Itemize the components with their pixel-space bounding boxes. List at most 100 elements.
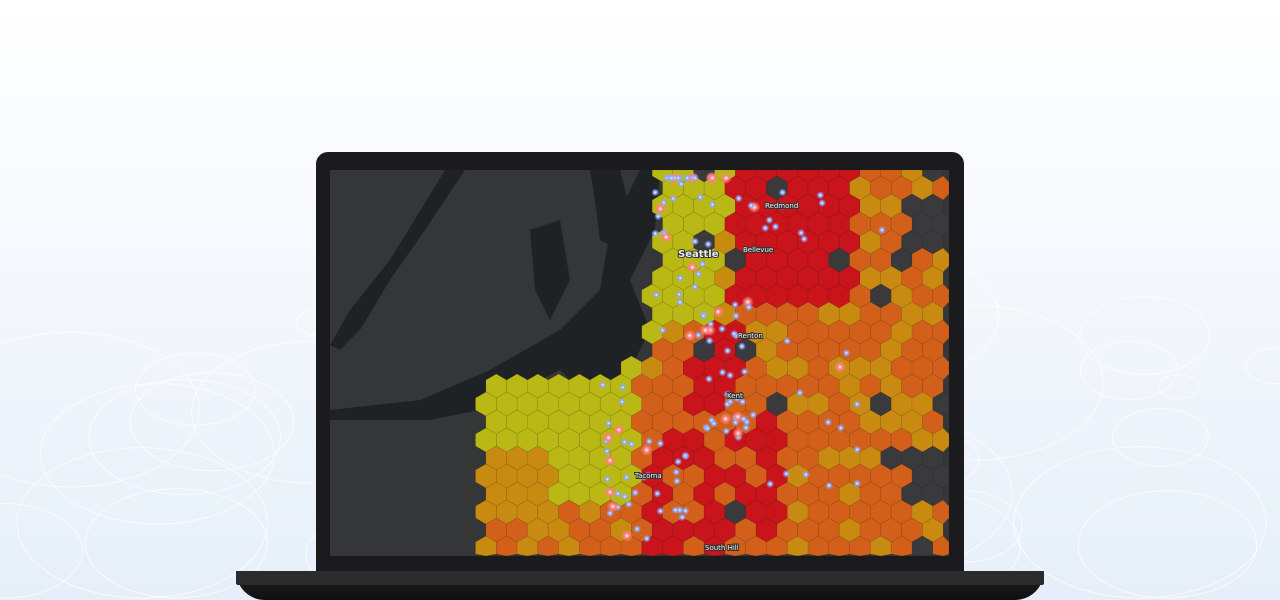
data-point	[771, 222, 780, 231]
data-point	[825, 481, 834, 490]
data-point	[731, 300, 740, 309]
hotspot-point	[640, 444, 653, 457]
data-point	[604, 419, 613, 428]
contour-line	[1077, 490, 1258, 599]
data-point	[744, 303, 753, 312]
data-point	[718, 324, 727, 333]
water-body	[330, 170, 660, 420]
contour-line	[0, 331, 200, 488]
contour-line	[1245, 347, 1280, 385]
data-point	[836, 423, 845, 432]
hotspot-point	[834, 361, 847, 374]
hotspot-point	[720, 172, 733, 184]
data-point	[631, 488, 640, 497]
points-layer	[598, 172, 886, 543]
data-point	[877, 225, 886, 234]
data-point	[633, 524, 642, 533]
data-point	[618, 383, 627, 392]
laptop-base-edge	[236, 571, 1044, 585]
data-point	[842, 348, 851, 357]
data-point	[694, 269, 703, 278]
contour-line	[129, 372, 295, 472]
data-point	[671, 506, 680, 515]
data-point	[706, 320, 715, 329]
data-point	[853, 479, 862, 488]
contour-line	[1111, 408, 1209, 467]
contour-line	[84, 488, 269, 599]
data-point	[678, 513, 687, 522]
data-point	[734, 194, 743, 203]
data-point	[652, 290, 661, 299]
contour-line	[88, 379, 282, 496]
city-labels: Seattle Redmond Bellevue Renton Kent Tac…	[633, 201, 799, 553]
hotspot-point	[712, 305, 725, 318]
data-point	[698, 260, 707, 269]
data-point	[696, 193, 705, 202]
data-point	[642, 534, 651, 543]
data-point	[853, 445, 862, 454]
data-point	[761, 224, 770, 233]
data-point	[654, 212, 663, 221]
data-point	[676, 274, 685, 283]
data-point	[740, 367, 749, 376]
data-point	[674, 174, 683, 182]
contour-line	[1080, 340, 1179, 401]
hotspot-point	[604, 486, 617, 499]
contour-line	[1079, 296, 1211, 375]
data-point	[618, 397, 627, 406]
data-point	[613, 489, 622, 498]
data-point	[733, 394, 742, 403]
data-point	[723, 390, 732, 399]
water-body	[530, 220, 570, 320]
data-point	[620, 438, 629, 447]
data-point	[778, 188, 787, 197]
data-point	[602, 447, 611, 456]
data-point	[742, 423, 751, 432]
data-point	[723, 400, 732, 409]
data-point	[681, 451, 690, 460]
hotspot-point	[620, 529, 633, 542]
data-point	[620, 492, 629, 501]
label-bellevue: Bellevue	[743, 246, 773, 254]
data-point	[691, 237, 700, 246]
data-point	[656, 507, 665, 516]
data-point	[818, 198, 827, 207]
data-point	[644, 471, 653, 480]
data-point	[645, 437, 654, 446]
data-point	[709, 419, 718, 428]
water-body	[590, 170, 630, 250]
contour-line	[134, 352, 256, 426]
data-point	[731, 311, 740, 320]
data-point	[676, 298, 685, 307]
data-point	[722, 427, 731, 436]
label-tacoma: Tacoma	[634, 472, 662, 480]
hotspot-point	[660, 231, 673, 244]
data-point	[667, 174, 676, 182]
data-point	[675, 290, 684, 299]
hotspot-point	[706, 172, 719, 184]
data-point	[731, 418, 740, 427]
hotspot-point	[732, 427, 745, 440]
data-point	[737, 342, 746, 351]
hotspot-point	[686, 261, 699, 274]
data-point	[766, 479, 775, 488]
data-point	[690, 174, 699, 182]
data-point	[703, 424, 712, 433]
label-redmond: Redmond	[765, 202, 798, 210]
data-point	[690, 282, 699, 291]
hexbin-map[interactable]: Seattle Redmond Bellevue Renton Kent Tac…	[330, 170, 949, 556]
data-point	[853, 400, 862, 409]
data-point	[672, 477, 681, 486]
data-point	[782, 469, 791, 478]
data-point	[622, 473, 631, 482]
hexbin-cell	[932, 535, 949, 556]
hotspot-point	[603, 454, 616, 467]
data-point	[747, 201, 756, 210]
data-point	[627, 440, 636, 449]
map-view[interactable]: Seattle Redmond Bellevue Renton Kent Tac…	[330, 170, 949, 556]
data-point	[749, 410, 758, 419]
data-point	[699, 311, 708, 320]
hotspot-point	[719, 412, 732, 425]
data-point	[704, 240, 713, 249]
contour-line	[16, 447, 268, 599]
